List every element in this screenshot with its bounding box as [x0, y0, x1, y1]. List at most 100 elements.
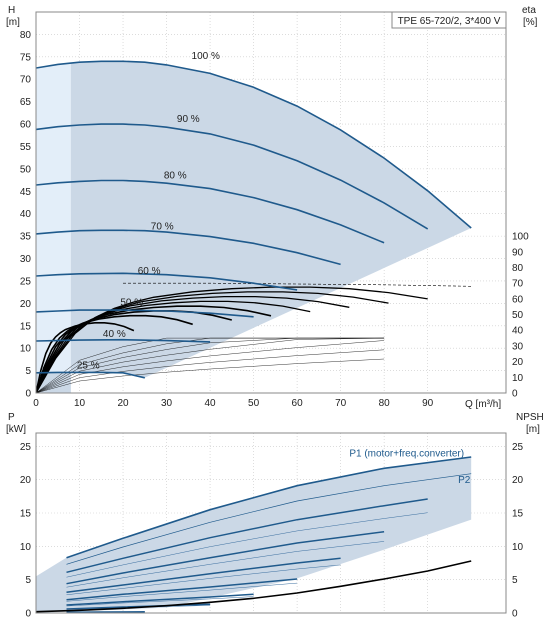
y-left-tick-label: 70 [20, 75, 32, 86]
system-curve [36, 340, 385, 393]
efficiency-curve [36, 305, 272, 393]
y-right-tick-label: 100 [512, 232, 529, 243]
x-tick-label: 70 [335, 398, 347, 409]
speed-curve-labels: 100 % 90 % 80 % 70 % 60 % 50 % 40 % 25 % [77, 51, 220, 371]
p2-label: P2 [458, 475, 471, 486]
y-right-tick-label: 50 [512, 310, 524, 321]
npsh-tick-label: 20 [512, 475, 524, 486]
speed-power-curve [66, 557, 341, 594]
y-left-tick-label: 65 [20, 97, 32, 108]
p2-speed-curve [66, 512, 428, 578]
p2-curve [66, 473, 472, 565]
efficiency-curve [36, 295, 350, 393]
bottom-plot-frame [35, 432, 507, 614]
system-curve [36, 337, 385, 393]
y-left-tick-label: 40 [20, 209, 32, 220]
y-left-tick-label: 55 [20, 142, 32, 153]
speed-curves [36, 60, 472, 379]
y-left-tick-label: 35 [20, 232, 32, 243]
efficiency-curve [36, 322, 135, 393]
y-left-tick-label: 75 [20, 52, 32, 63]
speed-curve-label: 60 % [138, 266, 161, 277]
speed-curve [36, 60, 472, 229]
y-left-tick-label: 30 [20, 254, 32, 265]
y-right-tick-label: 10 [512, 373, 524, 384]
y-left-axis-name: H [8, 5, 15, 16]
x-tick-label: 80 [379, 398, 391, 409]
head-efficiency-chart: 100 % 90 % 80 % 70 % 60 % 50 % 40 % 25 % 0 5 10 15… [6, 5, 538, 410]
npsh-tick-label: 15 [512, 509, 524, 520]
power-tick-label: 5 [25, 575, 31, 586]
speed-curve [36, 371, 145, 379]
power-envelope [36, 457, 472, 613]
system-curve [36, 349, 385, 393]
y-left-tick-label: 45 [20, 187, 32, 198]
power-tick-label: 25 [20, 442, 32, 453]
system-curve [36, 358, 385, 393]
y-left-tick-label: 15 [20, 321, 32, 332]
x-tick-label: 60 [292, 398, 304, 409]
p2-speed-curve [66, 541, 385, 588]
npsh-tick-label: 0 [512, 609, 518, 620]
y-right-tick-label: 0 [512, 389, 518, 400]
top-operating-envelope [36, 61, 472, 393]
efficiency-curve [36, 314, 193, 393]
x-tick-label: 10 [74, 398, 86, 409]
speed-curve-label: 40 % [103, 329, 126, 340]
speed-power-curve [66, 530, 385, 585]
y-left-tick-label: 0 [25, 389, 31, 400]
y-right-tick-label: 20 [512, 357, 524, 368]
efficiency-curve [36, 300, 311, 393]
speed-curve-label: 70 % [151, 221, 174, 232]
npsh-tick-label: 10 [512, 542, 524, 553]
x-axis-label: Q [m³/h] [465, 399, 501, 410]
y-left-tick-label: 10 [20, 344, 32, 355]
y-right-tick-label: 70 [512, 279, 524, 290]
y-left-tick-label: 5 [25, 366, 31, 377]
efficiency-limit-line [123, 282, 472, 287]
power-curves [36, 456, 472, 613]
speed-curve-label: 90 % [177, 114, 200, 125]
speed-power-curve [66, 593, 254, 606]
efficiency-curves [36, 282, 472, 393]
p1-curve [66, 456, 472, 559]
speed-curve-label: 50 % [120, 298, 143, 309]
y-left-tick-label: 60 [20, 120, 32, 131]
speed-curve [36, 309, 254, 318]
top-axis-ticks: 0 5 10 15 20 25 30 35 40 45 50 55 60 65 70 75 80 0 10 20 30 4… [20, 30, 529, 409]
bottom-axis-ticks: 0 0 5 5 10 10 15 15 20 20 25 25 [20, 442, 524, 620]
p1-label: P1 (motor+freq.converter) [349, 448, 464, 459]
chart-title: TPE 65-720/2, 3*400 V [398, 16, 501, 27]
npsh-tick-label: 25 [512, 442, 524, 453]
power-axis-name: P [8, 412, 15, 423]
y-left-axis-unit: [m] [6, 17, 20, 28]
p2-speed-curve [66, 611, 145, 613]
x-tick-label: 40 [205, 398, 217, 409]
p2-speed-curve [66, 582, 298, 602]
system-curve [36, 337, 385, 393]
speed-curve-label: 100 % [192, 51, 220, 62]
speed-curve [36, 229, 341, 266]
y-left-tick-label: 50 [20, 164, 32, 175]
top-plot-frame [35, 11, 507, 394]
efficiency-curve [36, 291, 389, 393]
y-right-tick-label: 30 [512, 341, 524, 352]
p2-speed-curve [66, 564, 341, 596]
chart-title-box [391, 11, 507, 29]
speed-power-curve [66, 498, 428, 574]
y-left-tick-label: 25 [20, 276, 32, 287]
power-npsh-chart: P1 (motor+freq.converter) P2 0 0 5 5 10 10 15 15… [6, 412, 544, 620]
npsh-curve [36, 560, 472, 613]
speed-curve [36, 338, 211, 343]
y-right-axis-unit: [%] [523, 17, 538, 28]
speed-curve-label: 80 % [164, 171, 187, 182]
x-tick-label: 90 [422, 398, 434, 409]
x-tick-label: 20 [117, 398, 129, 409]
operating-envelope [36, 61, 472, 393]
speed-curve [36, 179, 385, 244]
power-tick-label: 15 [20, 509, 32, 520]
x-tick-label: 30 [161, 398, 173, 409]
y-right-tick-label: 80 [512, 263, 524, 274]
npsh-axis-unit: [m] [526, 424, 540, 435]
power-tick-label: 0 [25, 609, 31, 620]
